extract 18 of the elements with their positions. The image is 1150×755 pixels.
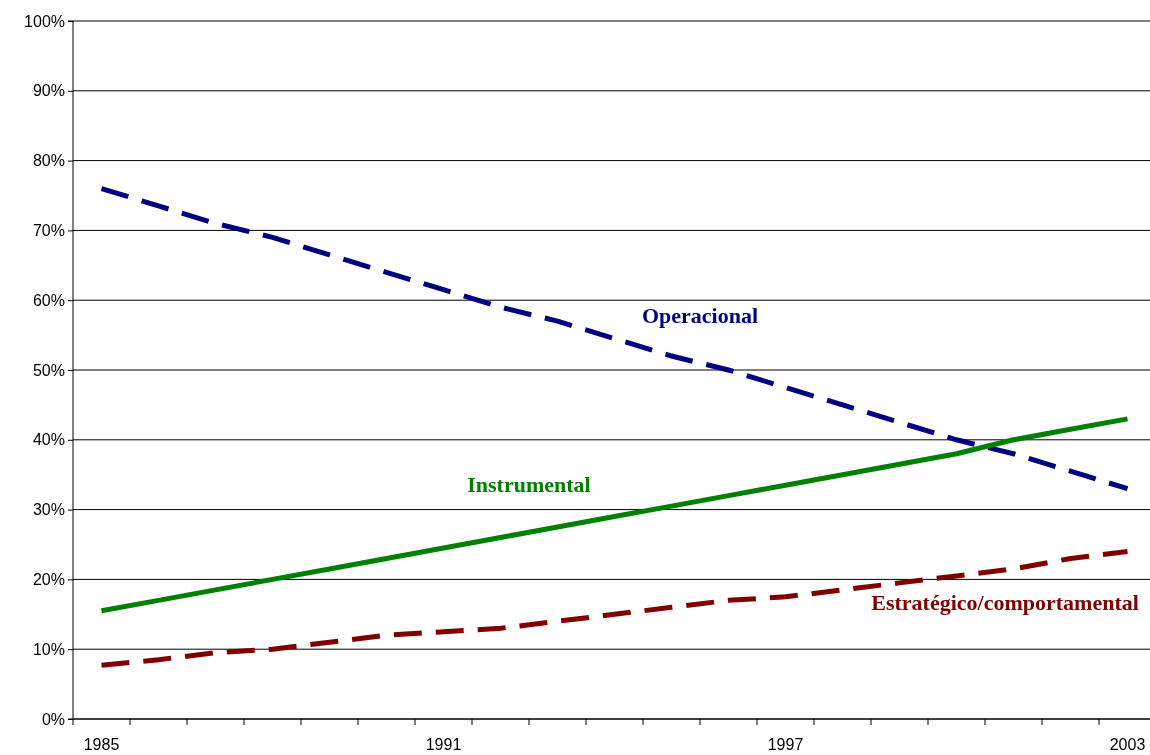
y-tick-label: 50% bbox=[32, 361, 65, 379]
series-label: Operacional bbox=[641, 303, 759, 329]
y-tick-label: 20% bbox=[32, 571, 65, 589]
x-tick-label: 1991 bbox=[425, 736, 462, 753]
y-tick-label: 70% bbox=[32, 222, 65, 240]
y-tick-label: 0% bbox=[41, 710, 65, 728]
y-tick-label: 10% bbox=[32, 640, 65, 658]
series-label: Estratégico/comportamental bbox=[871, 590, 1139, 616]
series-label: Instrumental bbox=[467, 472, 591, 498]
y-tick-label: 80% bbox=[32, 152, 65, 170]
y-tick-label: 100% bbox=[24, 12, 65, 30]
x-tick-label: 1997 bbox=[767, 736, 804, 753]
y-tick-label: 90% bbox=[32, 82, 65, 100]
x-tick-label: 1985 bbox=[83, 736, 120, 753]
y-tick-label: 60% bbox=[32, 291, 65, 309]
y-tick-label: 30% bbox=[32, 501, 65, 519]
y-tick-label: 40% bbox=[32, 431, 65, 449]
x-tick-label: 2003 bbox=[1109, 736, 1146, 753]
